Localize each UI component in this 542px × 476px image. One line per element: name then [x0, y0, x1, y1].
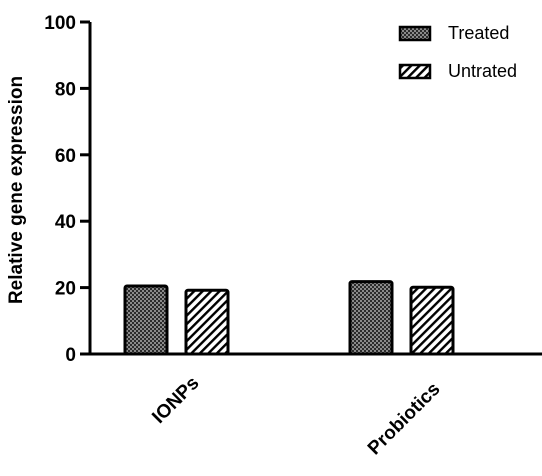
legend-swatch-untrated: [398, 63, 432, 80]
legend-swatch-treated: [398, 25, 432, 42]
legend-label: Treated: [448, 23, 509, 43]
bar-untrated-probiotics: [409, 285, 455, 356]
bar-treated-ionps: [123, 284, 169, 356]
x-tick-label: Probiotics: [364, 379, 445, 460]
legend: Treated Untrated: [398, 23, 517, 81]
y-tick-label: 100: [44, 13, 76, 34]
y-tick-label: 0: [65, 345, 76, 366]
bar-treated-probiotics: [348, 280, 394, 356]
y-tick-label: 40: [55, 212, 76, 233]
y-tick-label: 20: [55, 279, 76, 300]
legend-label: Untrated: [448, 61, 517, 81]
x-tick-label: IONPs: [148, 373, 203, 428]
bar-untrated-ionps: [184, 288, 230, 356]
y-tick-label: 80: [55, 79, 76, 100]
y-axis-title: Relative gene expression: [6, 76, 27, 304]
y-tick-label: 60: [55, 146, 76, 167]
